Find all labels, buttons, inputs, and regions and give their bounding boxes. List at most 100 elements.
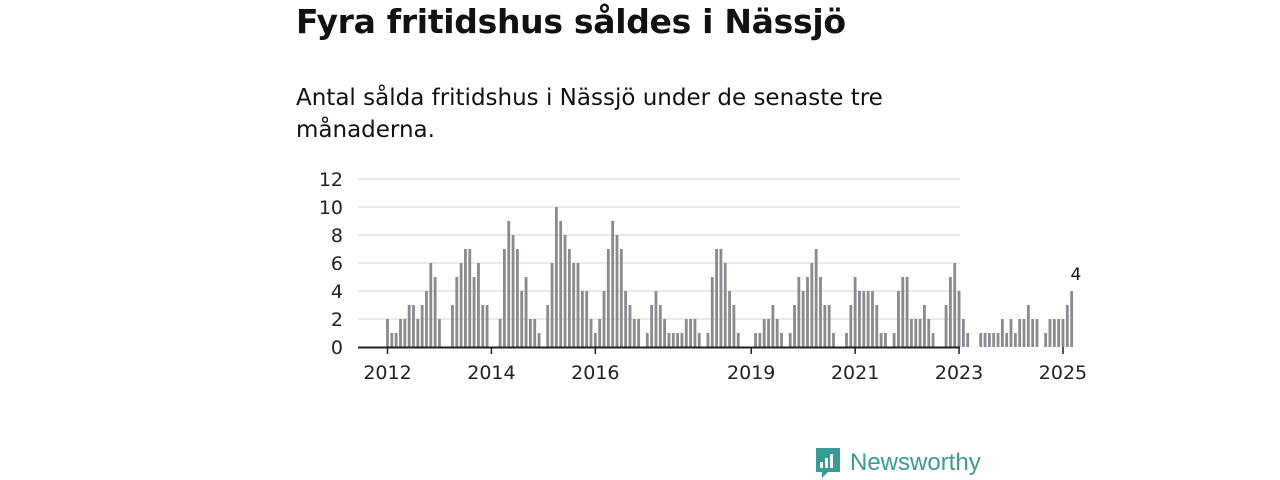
bar bbox=[901, 277, 905, 347]
bar bbox=[992, 333, 996, 347]
x-tick-label: 2012 bbox=[363, 362, 411, 384]
bar bbox=[788, 333, 792, 347]
bar bbox=[884, 333, 887, 347]
bar bbox=[801, 291, 805, 347]
bar bbox=[966, 333, 970, 347]
data-labels: 4 bbox=[1071, 265, 1082, 285]
x-tick-label: 2014 bbox=[467, 362, 515, 384]
bar bbox=[516, 249, 519, 347]
y-tick-label: 8 bbox=[331, 225, 343, 247]
bar bbox=[996, 333, 1000, 347]
bar bbox=[507, 221, 511, 347]
bar bbox=[879, 333, 883, 347]
chart-subtitle: Antal sålda fritidshus i Nässjö under de… bbox=[296, 85, 883, 143]
bar bbox=[827, 305, 831, 347]
bar bbox=[459, 263, 463, 347]
bar bbox=[862, 291, 866, 347]
bar bbox=[654, 291, 658, 347]
bar bbox=[407, 305, 411, 347]
bar bbox=[810, 263, 814, 347]
bar bbox=[593, 333, 597, 347]
bar bbox=[472, 277, 476, 347]
bar bbox=[927, 319, 931, 347]
bar bbox=[485, 305, 489, 347]
bar bbox=[615, 235, 619, 347]
bar bbox=[914, 319, 918, 347]
bar bbox=[585, 291, 589, 347]
bar bbox=[983, 333, 987, 347]
bar bbox=[537, 333, 541, 347]
bar bbox=[684, 319, 688, 347]
bar bbox=[754, 333, 757, 347]
bar bbox=[689, 319, 692, 347]
bar bbox=[728, 291, 731, 347]
bar bbox=[1022, 319, 1026, 347]
bar bbox=[645, 333, 649, 347]
y-axis-ticks: 0 2 4 6 8 10 12 bbox=[319, 169, 343, 359]
bar bbox=[1065, 305, 1069, 347]
x-axis-ticks: 2012 2014 2016 2019 2021 2023 2025 bbox=[363, 347, 1087, 384]
bar bbox=[723, 263, 727, 347]
x-tick-label: 2021 bbox=[831, 362, 879, 384]
bar bbox=[403, 319, 407, 347]
bar bbox=[658, 305, 662, 347]
bar bbox=[619, 249, 623, 347]
bar bbox=[1044, 333, 1048, 347]
bar bbox=[918, 319, 922, 347]
bar bbox=[875, 305, 879, 347]
y-tick-label: 4 bbox=[331, 281, 343, 303]
bar bbox=[767, 319, 770, 347]
bar bbox=[780, 333, 783, 347]
x-tick-label: 2016 bbox=[571, 362, 619, 384]
bar bbox=[533, 319, 537, 347]
bar bbox=[632, 319, 636, 347]
bar bbox=[567, 249, 571, 347]
bar bbox=[477, 263, 480, 347]
bar bbox=[866, 291, 870, 347]
bar bbox=[667, 333, 671, 347]
bar bbox=[394, 333, 398, 347]
bar bbox=[961, 319, 965, 347]
bar bbox=[1052, 319, 1056, 347]
bar bbox=[910, 319, 913, 347]
y-tick-label: 2 bbox=[331, 309, 343, 331]
bar bbox=[416, 319, 420, 347]
bar bbox=[425, 291, 428, 347]
chart-title: Fyra fritidshus såldes i Nässjö bbox=[296, 2, 846, 41]
bar bbox=[1061, 319, 1065, 347]
x-tick-label: 2023 bbox=[935, 362, 983, 384]
bar bbox=[637, 319, 641, 347]
bar bbox=[676, 333, 680, 347]
bar bbox=[806, 277, 809, 347]
bar bbox=[697, 333, 701, 347]
bar bbox=[762, 319, 766, 347]
bar bbox=[598, 319, 602, 347]
bar bbox=[524, 277, 528, 347]
bar bbox=[944, 305, 948, 347]
bar bbox=[710, 277, 714, 347]
y-tick-label: 6 bbox=[331, 253, 343, 275]
bar bbox=[706, 333, 710, 347]
bar bbox=[455, 277, 459, 347]
highlight-value-label: 4 bbox=[1071, 265, 1082, 285]
bar bbox=[624, 291, 628, 347]
bar bbox=[987, 333, 991, 347]
bar bbox=[797, 277, 801, 347]
bar bbox=[576, 263, 580, 347]
bar bbox=[481, 305, 485, 347]
bar bbox=[1013, 333, 1017, 347]
bar bbox=[399, 319, 402, 347]
brand-name: Newsworthy bbox=[850, 449, 981, 476]
bar bbox=[1000, 319, 1004, 347]
x-tick-label: 2025 bbox=[1039, 362, 1087, 384]
bar bbox=[892, 333, 896, 347]
bar bbox=[550, 263, 554, 347]
bar bbox=[1026, 305, 1030, 347]
bar bbox=[554, 207, 558, 347]
bar bbox=[589, 319, 593, 347]
bar bbox=[511, 235, 515, 347]
y-tick-label: 12 bbox=[319, 169, 343, 191]
bar bbox=[849, 305, 853, 347]
bar bbox=[1005, 333, 1009, 347]
